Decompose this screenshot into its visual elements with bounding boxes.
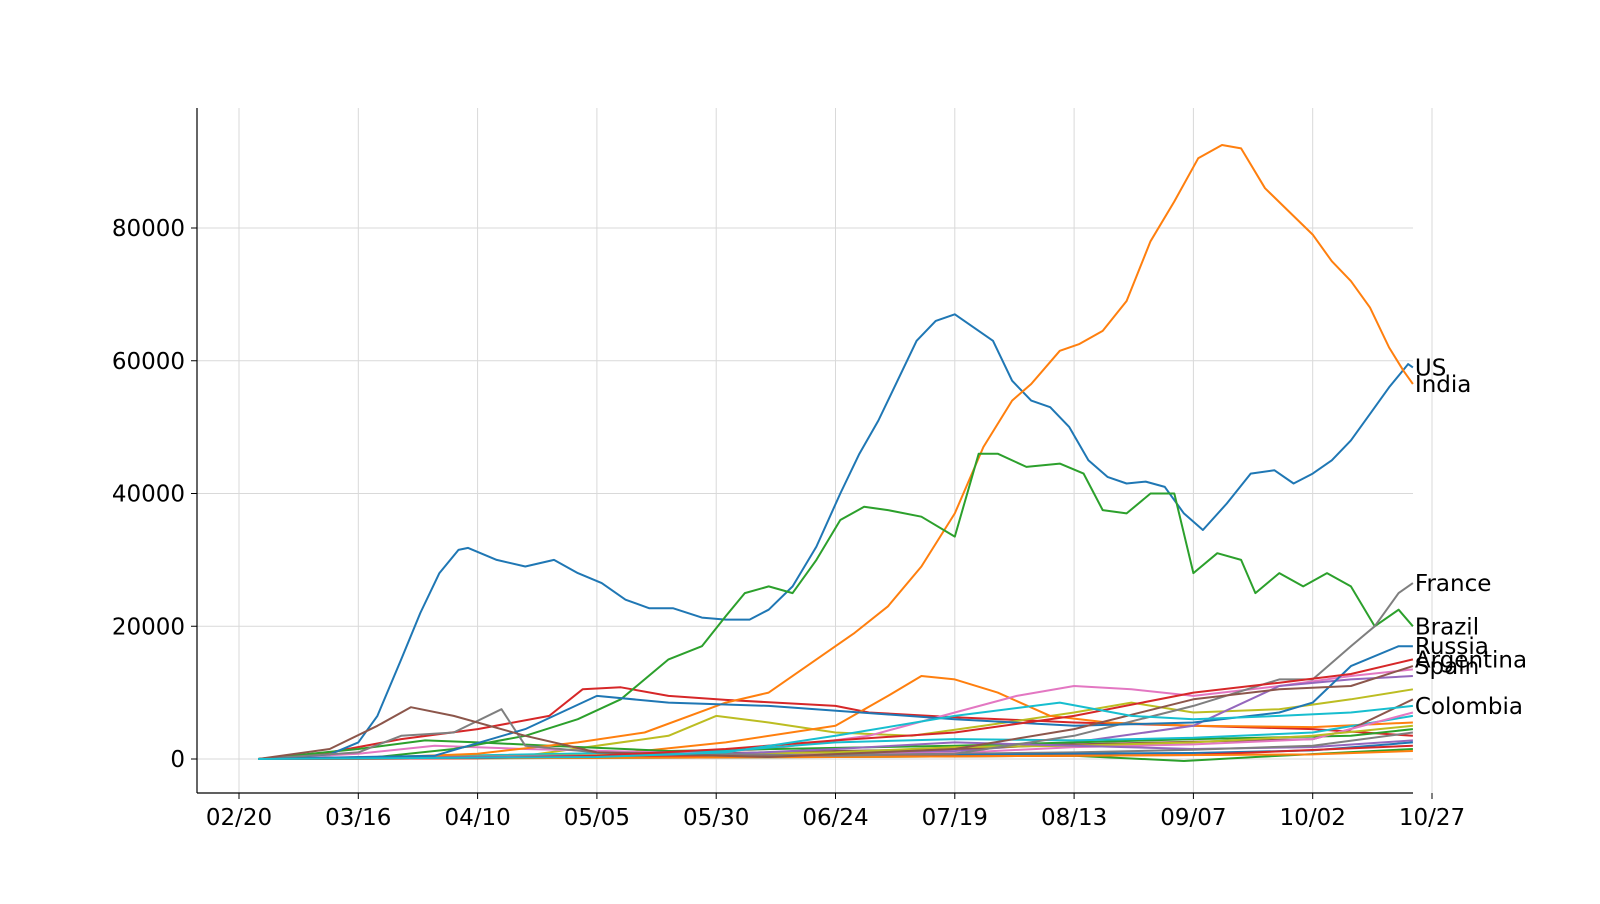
series-label-brazil: Brazil <box>1415 614 1479 640</box>
series-label-us: US <box>1415 355 1446 381</box>
x-tick-label: 03/16 <box>325 805 391 831</box>
series-label-india: India <box>1415 372 1471 398</box>
x-tick-label: 02/20 <box>206 805 272 831</box>
x-tick-label: 05/05 <box>564 805 630 831</box>
y-tick-label: 60000 <box>112 349 185 375</box>
series-label-france: France <box>1415 571 1491 597</box>
series-lines <box>257 144 1414 762</box>
series-label-colombia: Colombia <box>1415 694 1523 720</box>
series-label-spain: Spain <box>1415 654 1479 680</box>
x-tick-label: 10/02 <box>1280 805 1346 831</box>
series-line-us <box>258 313 1414 760</box>
y-tick-label: 20000 <box>112 614 185 640</box>
x-tick-label: 04/10 <box>444 805 510 831</box>
series-line <box>258 688 1414 760</box>
axes: 02/20 03/16 04/10 05/05 05/30 06/24 07/19 08/13… <box>112 108 1465 831</box>
x-tick-label: 08/13 <box>1041 805 1107 831</box>
x-tick-label: 06/24 <box>802 805 868 831</box>
x-tick-label: 07/19 <box>922 805 988 831</box>
y-tick-label: 40000 <box>112 482 185 508</box>
series-line-colombia <box>258 701 1414 760</box>
y-tick-label: 80000 <box>112 216 185 242</box>
x-tick-label: 05/30 <box>683 805 749 831</box>
x-tick-label: 09/07 <box>1160 805 1226 831</box>
series-line-russia <box>258 645 1413 760</box>
x-tick-label: 10/27 <box>1399 805 1465 831</box>
series-label-russia: Russia <box>1415 634 1489 660</box>
y-tick-label: 0 <box>170 747 185 773</box>
series-label-argentina: Argentina <box>1415 647 1527 673</box>
series-line-india <box>258 144 1414 760</box>
series-line <box>258 750 1413 760</box>
series-line-brazil <box>258 452 1414 760</box>
series-line-france <box>258 582 1414 760</box>
